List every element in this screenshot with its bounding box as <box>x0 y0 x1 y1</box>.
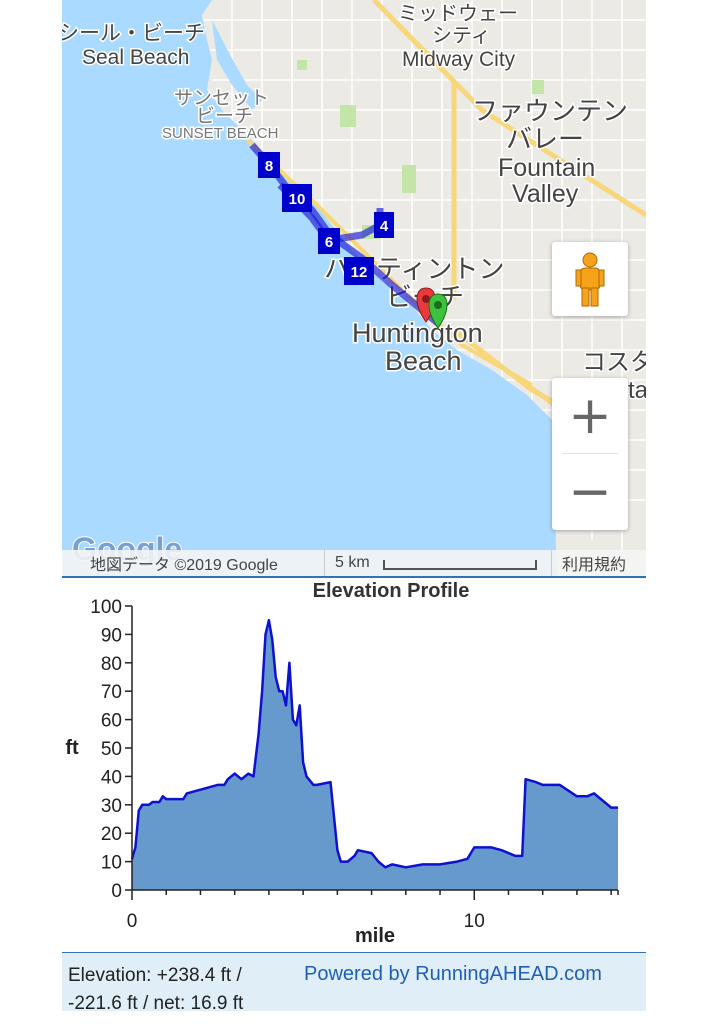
label-sunset-beach-jp-1: サンセット <box>174 88 269 109</box>
label-fountain-valley-1: Fountain <box>498 154 595 182</box>
y-tick-label: 20 <box>101 824 122 845</box>
terms-divider <box>551 550 552 576</box>
y-tick-label: 70 <box>101 682 122 703</box>
y-tick-label: 60 <box>101 711 122 732</box>
route-marker-6-label: 6 <box>325 234 333 251</box>
y-tick-label: 40 <box>101 767 122 788</box>
ocean <box>62 0 557 576</box>
chart-title: Elevation Profile <box>313 580 470 602</box>
y-tick-label: 50 <box>101 739 122 760</box>
bay-inlet <box>212 20 262 110</box>
route-marker-8-label: 8 <box>265 158 273 175</box>
route-marker-4-label: 4 <box>380 218 389 235</box>
label-fountain-valley-jp-1: ファウンテン <box>472 96 628 126</box>
label-sunset-beach: SUNSET BEACH <box>162 125 278 142</box>
y-axis-label: ft <box>65 737 79 759</box>
y-tick-label: 30 <box>101 796 122 817</box>
start-pin-green[interactable] <box>428 293 448 329</box>
route-marker-6[interactable]: 6 <box>318 228 340 254</box>
elevation-line <box>130 618 618 869</box>
route-marker-4[interactable]: 4 <box>374 212 394 238</box>
zoom-control: + − <box>552 378 628 530</box>
route-map[interactable]: シール・ビーチ Seal Beach サンセット ビーチ SUNSET BEAC… <box>62 0 646 576</box>
route-marker-12-label: 12 <box>351 264 368 281</box>
route-marker-8[interactable]: 8 <box>258 152 280 178</box>
y-tick-label: 90 <box>101 625 122 646</box>
label-huntington-2: Beach <box>385 346 462 376</box>
route-marker-10[interactable]: 10 <box>282 184 312 212</box>
label-costa-jp: コスタ <box>582 349 646 376</box>
y-tick-label: 100 <box>90 597 122 618</box>
label-seal-beach-jp: シール・ビーチ <box>62 22 205 45</box>
pegman-icon <box>575 252 605 307</box>
x-axis-label: mile <box>355 925 395 947</box>
street-view-pegman-button[interactable] <box>552 242 628 316</box>
label-sunset-beach-jp-2: ビーチ <box>196 105 253 127</box>
map-attribution-bar: 地図データ ©2019 Google 5 km 利用規約 <box>62 550 646 576</box>
elevation-area <box>132 620 618 890</box>
route-marker-12[interactable]: 12 <box>344 257 374 285</box>
route-marker-10-label: 10 <box>289 191 306 208</box>
attribution-divider <box>324 550 325 576</box>
label-midway-city: Midway City <box>402 48 516 71</box>
map-canvas[interactable]: シール・ビーチ Seal Beach サンセット ビーチ SUNSET BEAC… <box>62 0 646 576</box>
elevation-footer: Elevation: +238.4 ft / -221.6 ft / net: … <box>62 952 646 1014</box>
y-tick-label: 80 <box>101 654 122 675</box>
zoom-in-button[interactable]: + <box>568 386 612 446</box>
map-data-attribution[interactable]: 地図データ ©2019 Google <box>90 557 278 574</box>
label-seal-beach: Seal Beach <box>82 46 189 69</box>
label-costa: ta <box>628 377 646 404</box>
elevation-chart: Elevation Profile 0102030405060708090100… <box>62 576 646 947</box>
scale-label: 5 km <box>335 554 370 571</box>
zoom-divider <box>562 453 618 454</box>
label-fountain-valley-jp-2: バレー <box>506 124 584 154</box>
label-midway-city-jp-2: シティ <box>432 25 491 47</box>
y-tick-label: 10 <box>101 853 122 874</box>
x-tick-label: 10 <box>464 911 485 932</box>
y-tick-label: 0 <box>111 881 122 902</box>
elevation-summary: Elevation: +238.4 ft / -221.6 ft / net: … <box>68 965 244 1014</box>
x-tick-label: 0 <box>127 911 138 932</box>
label-huntington-1: Huntington <box>352 318 483 348</box>
plot-area: 0 10 20 30 40 50 60 70 80 90 100 0 10 <box>90 597 619 932</box>
scale-bar <box>383 560 537 570</box>
terms-link[interactable]: 利用規約 <box>562 557 627 574</box>
label-midway-city-jp-1: ミッドウェー <box>398 3 518 25</box>
zoom-out-button[interactable]: − <box>568 462 612 522</box>
powered-by-link[interactable]: Powered by RunningAHEAD.com <box>304 963 602 985</box>
label-fountain-valley-2: Valley <box>512 180 579 208</box>
